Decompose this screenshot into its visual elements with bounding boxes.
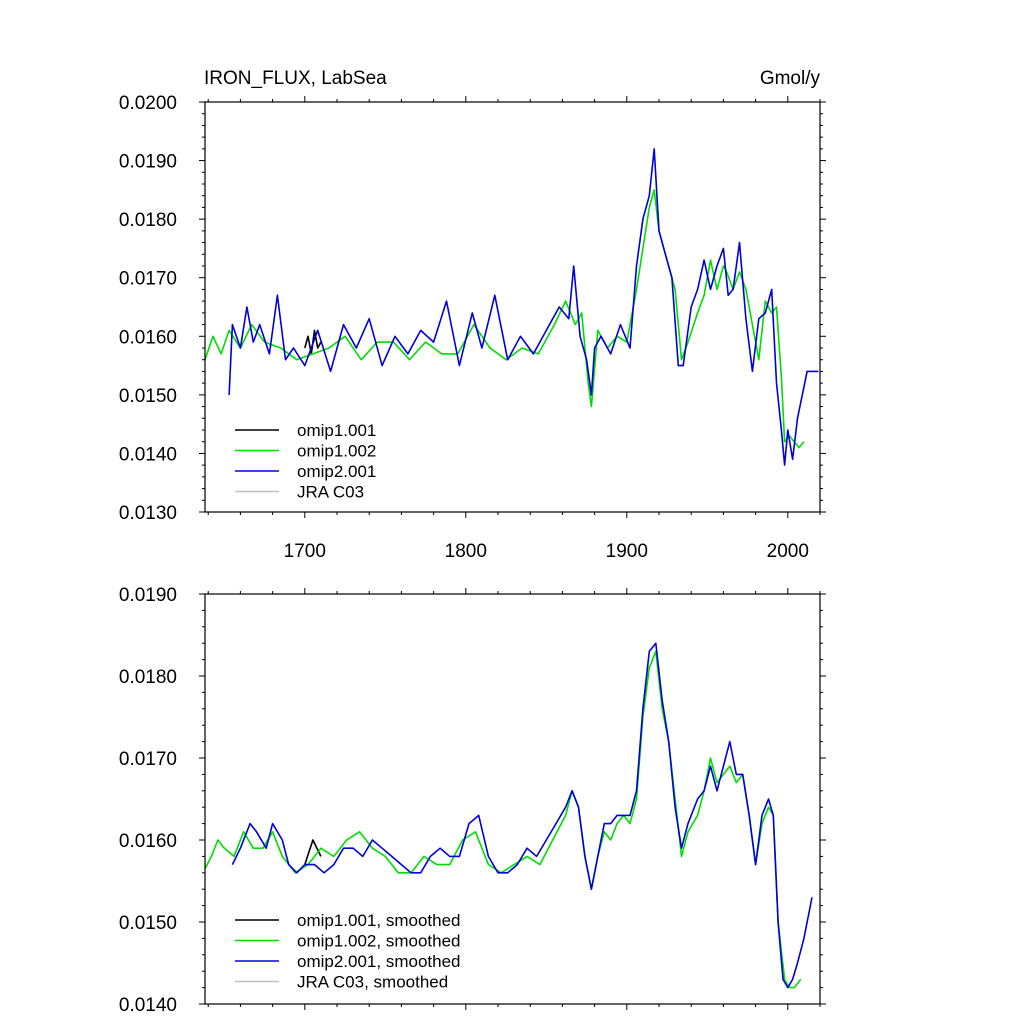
plot-frame xyxy=(204,101,821,513)
legend-label: omip1.001, smoothed xyxy=(297,911,461,930)
y-tick-label: 0.0200 xyxy=(119,93,177,114)
y-tick-label: 0.0150 xyxy=(119,386,177,407)
chart-panel-top: 0.0130 0.0140 0.0150 0.0160 0.0170 0.0180 0.01… xyxy=(119,93,826,562)
y-tick-label: 0.0160 xyxy=(119,327,177,348)
chart-panel-bottom: 0.0140 0.0150 0.0160 0.0170 0.0180 0.0190 omip… xyxy=(119,585,826,1016)
legend-label: omip1.002 xyxy=(297,442,376,461)
y-tick-label: 0.0140 xyxy=(119,995,177,1016)
units-label: Gmol/y xyxy=(760,68,821,89)
legend-label: JRA C03 xyxy=(297,483,364,502)
x-tick-label: 2000 xyxy=(767,541,809,562)
series-line-omip1-002-smoothed xyxy=(205,650,802,989)
series-line-omip2-001 xyxy=(228,148,819,466)
y-tick-label: 0.0190 xyxy=(119,585,177,606)
y-tick-label: 0.0190 xyxy=(119,152,177,173)
series-line-omip2-001-smoothed xyxy=(231,642,813,989)
legend-label: omip1.001 xyxy=(297,421,376,440)
legend-label: omip2.001 xyxy=(297,462,376,481)
legend-label: omip2.001, smoothed xyxy=(297,952,461,971)
x-tick-label: 1700 xyxy=(284,541,326,562)
series-group xyxy=(205,642,813,989)
legend-label: omip1.002, smoothed xyxy=(297,932,461,951)
y-tick-label: 0.0160 xyxy=(119,831,177,852)
legend-label: JRA C03, smoothed xyxy=(297,973,448,992)
x-tick-label: 1800 xyxy=(445,541,487,562)
y-tick-label: 0.0140 xyxy=(119,444,177,465)
y-tick-label: 0.0150 xyxy=(119,913,177,934)
chart-title: IRON_FLUX, LabSea xyxy=(204,68,387,89)
x-tick-label: 1900 xyxy=(606,541,648,562)
y-tick-label: 0.0180 xyxy=(119,667,177,688)
y-tick-label: 0.0130 xyxy=(119,503,177,524)
y-tick-label: 0.0170 xyxy=(119,269,177,290)
series-group xyxy=(205,148,819,466)
y-tick-label: 0.0180 xyxy=(119,210,177,231)
y-tick-label: 0.0170 xyxy=(119,749,177,770)
series-line-omip1-002 xyxy=(205,189,805,449)
plot-frame xyxy=(204,593,821,1005)
